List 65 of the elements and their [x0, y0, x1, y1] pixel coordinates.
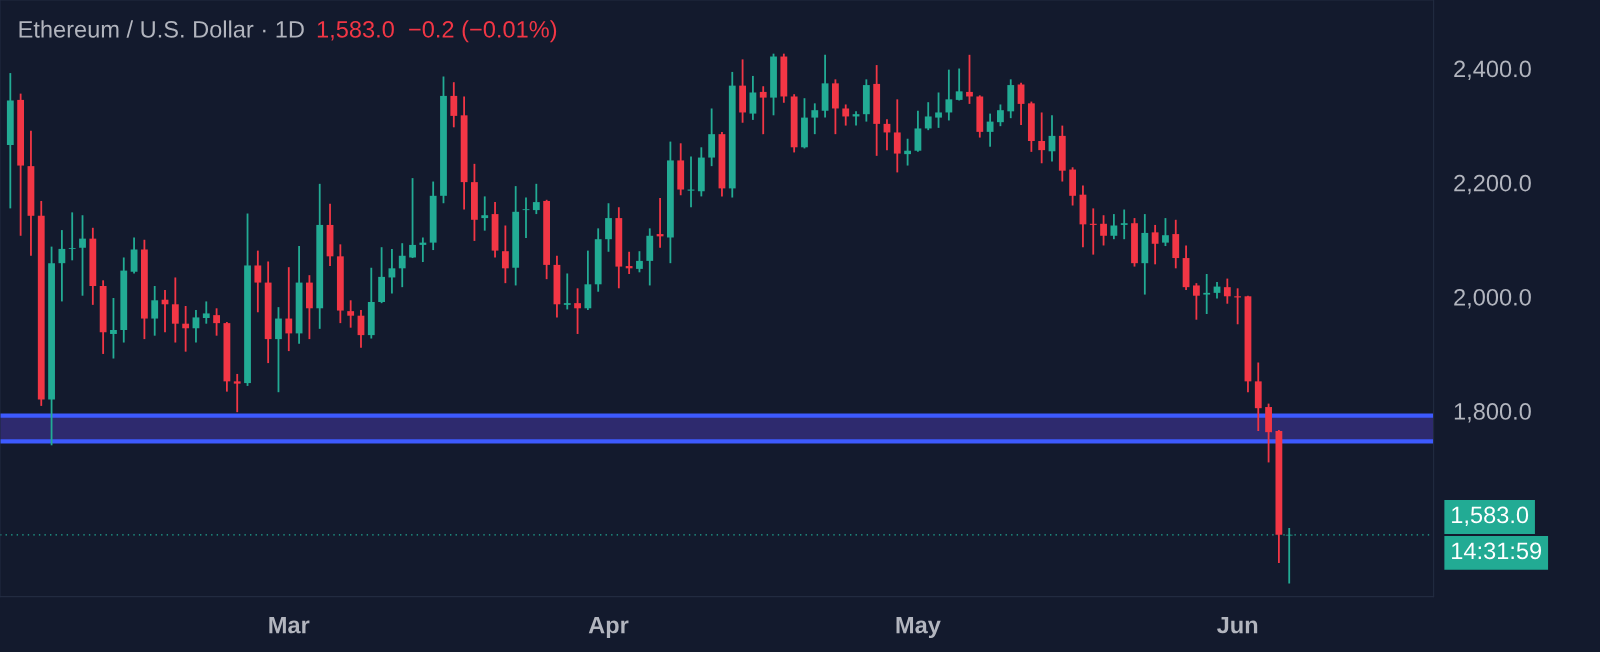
candlestick [110, 297, 117, 360]
candlestick [904, 137, 912, 167]
y-tick-label: 2,200.0 [1454, 174, 1531, 195]
candlestick [130, 236, 138, 275]
candlestick [481, 195, 489, 232]
candlestick [1172, 218, 1180, 270]
candlestick [347, 299, 355, 329]
candlestick [450, 81, 458, 129]
candlestick [398, 242, 406, 289]
candlestick [532, 182, 540, 215]
candlestick [202, 300, 210, 325]
candlestick [811, 102, 819, 136]
y-tick-label: 1,800.0 [1454, 403, 1531, 423]
candlestick [708, 107, 716, 168]
y-tick-label: 2,400.0 [1454, 60, 1531, 81]
candlestick [1120, 208, 1128, 241]
text: 1,583.0 −0.2 (−0.01%) [317, 20, 557, 43]
candlestick [945, 68, 953, 122]
candlestick [275, 306, 282, 394]
candlestick [1038, 111, 1046, 165]
y-tick-label: 2,000.0 [1454, 288, 1531, 309]
candlestick [1017, 81, 1025, 126]
candlestick [1223, 277, 1231, 305]
candlestick [935, 91, 942, 129]
x-tick-label: May [896, 616, 941, 639]
candlestick [254, 249, 262, 314]
candlestick [1162, 217, 1169, 247]
candlestick [924, 101, 932, 132]
candlestick [914, 109, 922, 153]
candlestick [966, 53, 973, 105]
candlestick [1151, 224, 1159, 266]
candlestick [68, 211, 76, 262]
x-tick-label: Mar [269, 616, 310, 634]
candlestick [151, 285, 159, 337]
candlestick [893, 98, 901, 174]
candlestick [749, 75, 757, 121]
candlestick [522, 196, 530, 239]
x-tick-label: Jun [1217, 616, 1258, 634]
ref-line-label: 1,583.0 [1452, 506, 1529, 527]
candlestick [213, 307, 220, 337]
text: 14:31:59 [1452, 542, 1542, 560]
candlestick [563, 272, 571, 311]
candlestick [501, 224, 509, 285]
candlestick [285, 266, 293, 353]
candlestick [986, 112, 994, 148]
candlestick [636, 250, 643, 274]
candlestick [171, 276, 179, 344]
candlestick [1100, 214, 1107, 247]
candlestick [79, 214, 86, 297]
candlestick [997, 103, 1004, 128]
candlestick [1203, 273, 1211, 315]
candlestick [58, 229, 66, 303]
candlestick [574, 287, 581, 335]
candlestick [1192, 282, 1200, 321]
candlestick [409, 177, 416, 259]
candlestick [842, 103, 850, 127]
candlestick [233, 373, 241, 414]
candlestick [584, 249, 592, 311]
candlestick [955, 67, 963, 102]
candlestick [759, 85, 767, 136]
candlestick [182, 305, 190, 353]
x-tick-label: Apr [588, 616, 629, 639]
candlestick [605, 202, 612, 253]
text: Ethereum / U.S. Dollar · 1D [19, 20, 304, 38]
candlestick [1110, 213, 1118, 241]
